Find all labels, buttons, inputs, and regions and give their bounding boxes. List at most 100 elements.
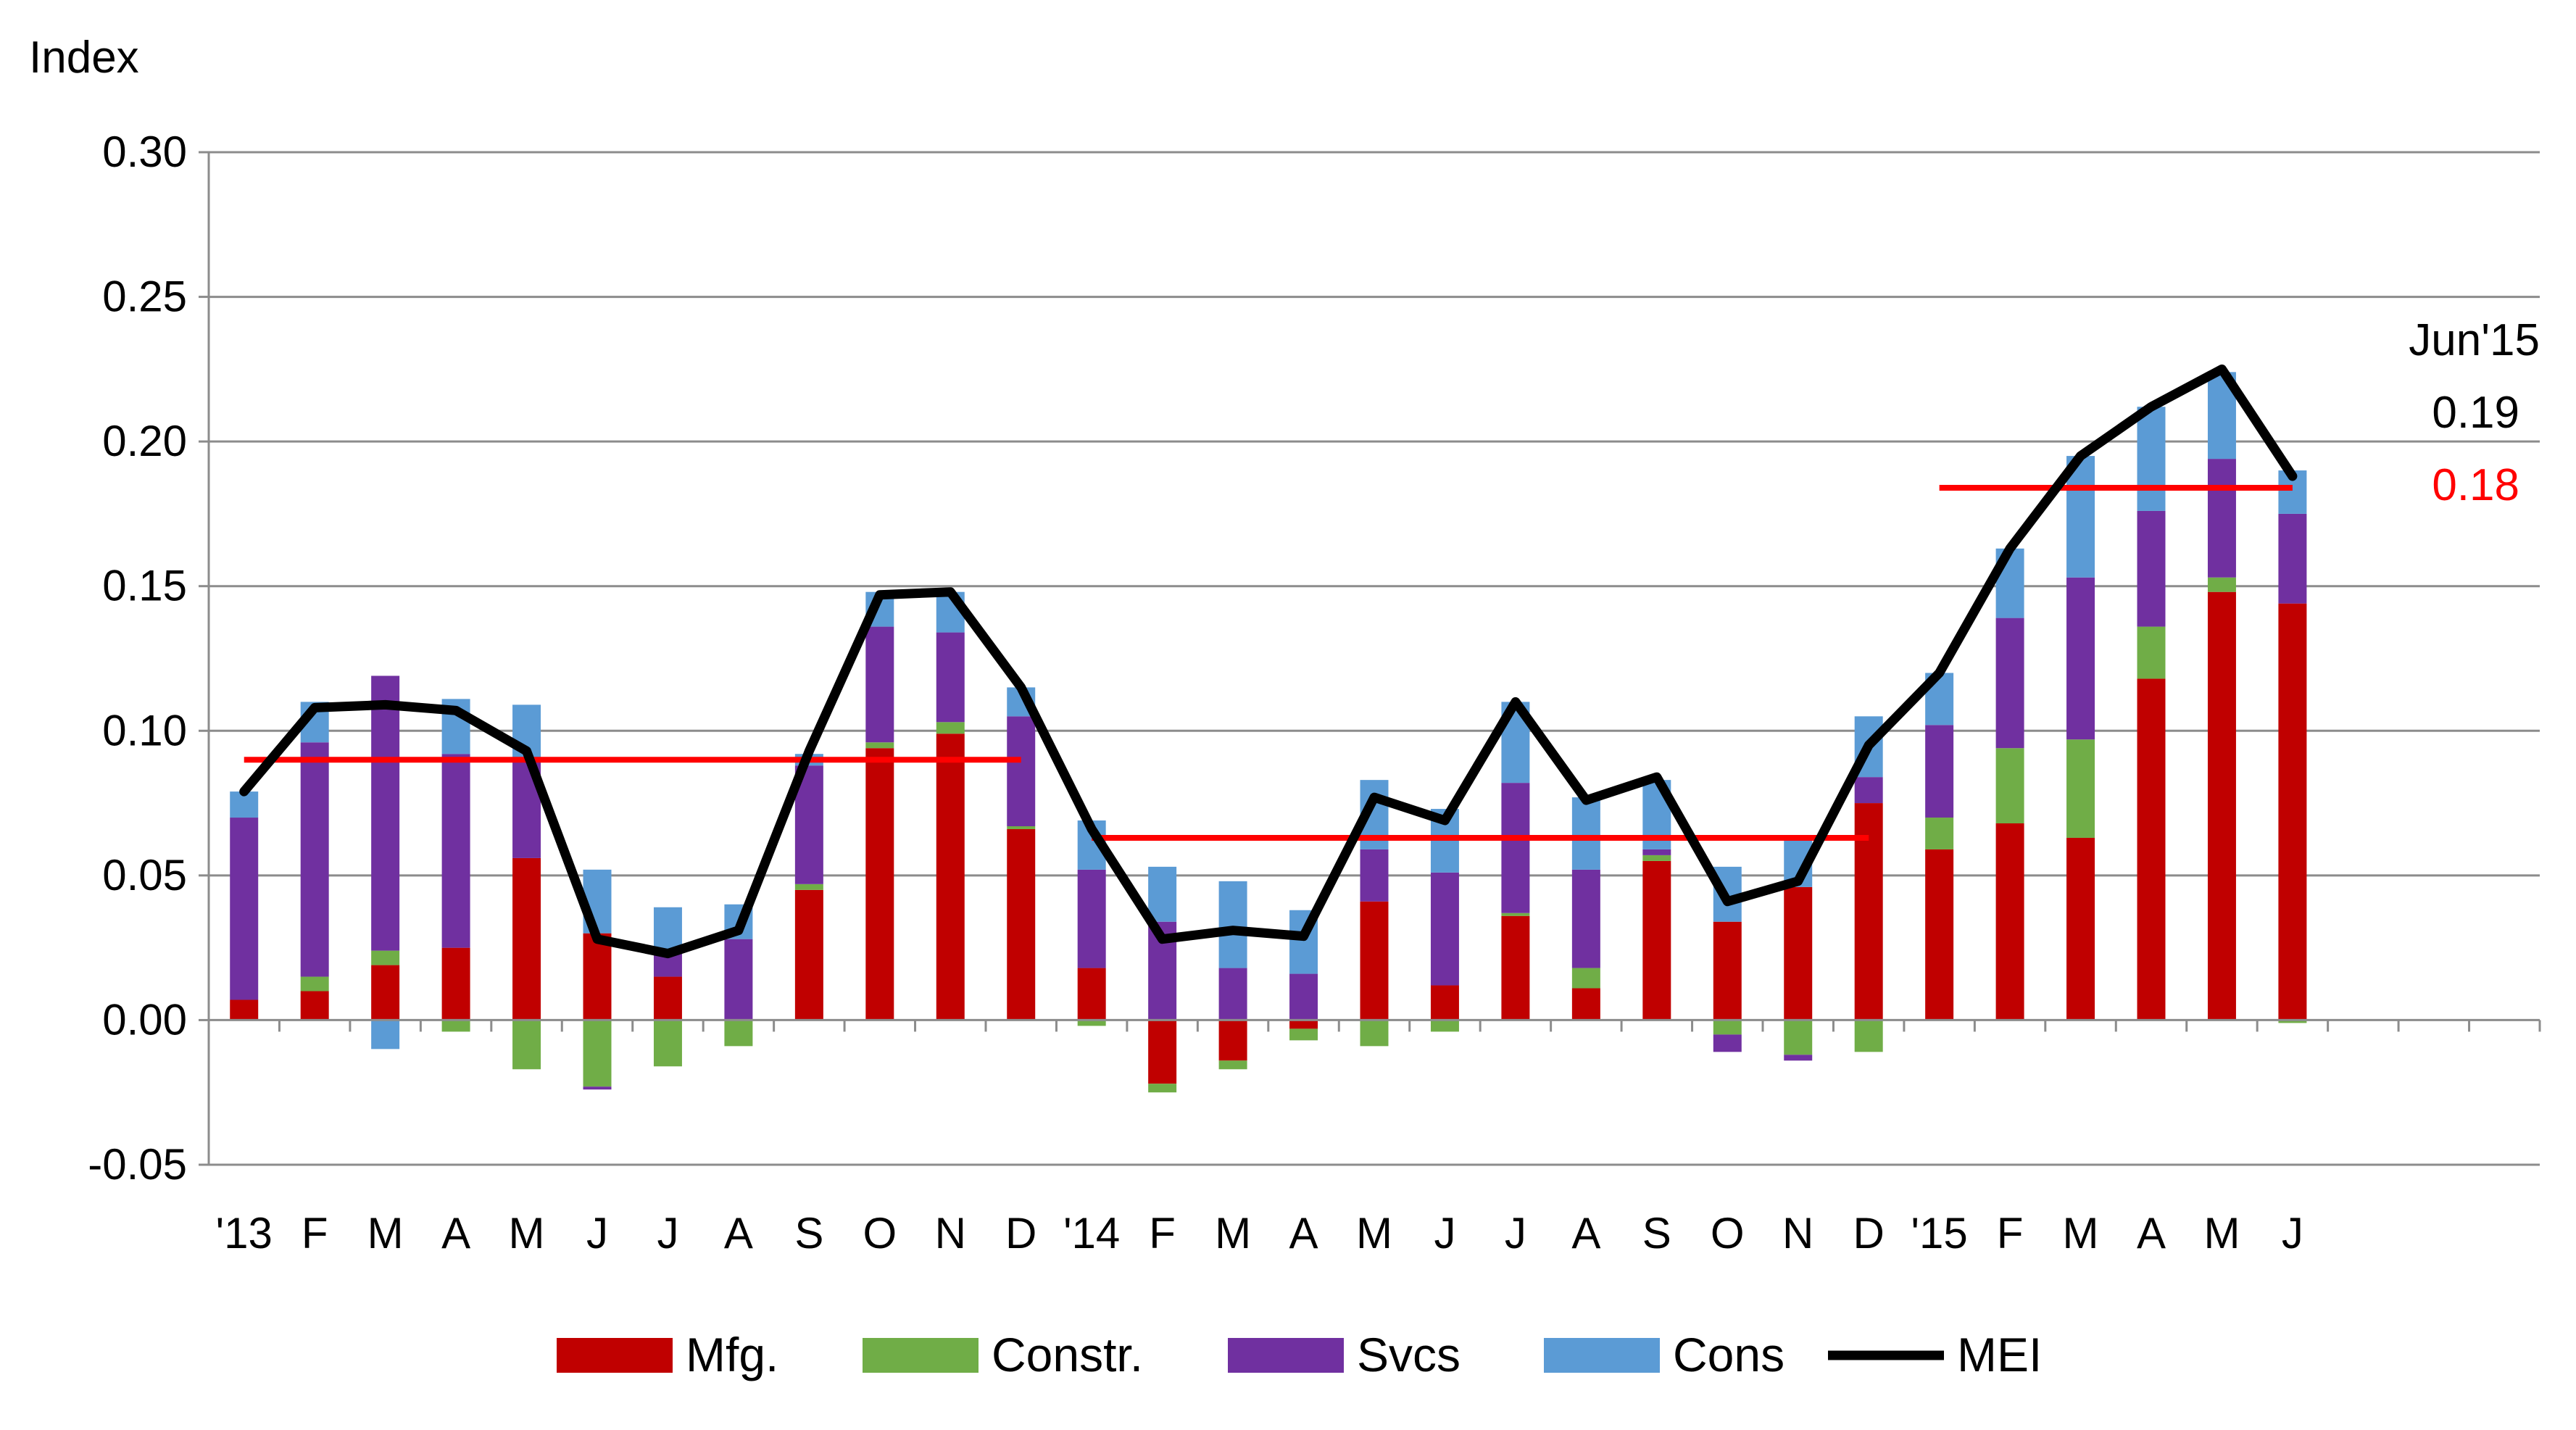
bar-constr-24 bbox=[1925, 818, 1954, 849]
legend: Mfg. Constr. Svcs Cons MEI bbox=[557, 1328, 2042, 1381]
bar-svcs-2 bbox=[371, 675, 400, 951]
bar-svcs-5 bbox=[583, 1086, 612, 1090]
x-tick-label-27: A bbox=[2137, 1209, 2166, 1258]
bar-constr-9 bbox=[865, 742, 894, 749]
x-tick-label-17: J bbox=[1434, 1209, 1455, 1258]
bar-mfg-28 bbox=[2207, 591, 2236, 1020]
x-tick-label-2: M bbox=[367, 1209, 404, 1258]
axes bbox=[207, 152, 2541, 1165]
y-tick-label: -0.05 bbox=[88, 1140, 187, 1189]
x-tick-label-7: A bbox=[724, 1209, 753, 1258]
bar-svcs-28 bbox=[2207, 459, 2236, 578]
bar-svcs-15 bbox=[1289, 973, 1318, 1020]
bar-svcs-3 bbox=[441, 754, 470, 948]
x-tick-label-0: '13 bbox=[216, 1209, 273, 1258]
bar-constr-11 bbox=[1007, 826, 1036, 829]
bar-svcs-14 bbox=[1218, 968, 1247, 1020]
legend-swatch-svcs bbox=[1228, 1338, 1344, 1373]
legend-label-mei: MEI bbox=[1957, 1328, 2042, 1381]
y-tick-label: 0.05 bbox=[102, 851, 187, 899]
bar-constr-2 bbox=[371, 950, 400, 965]
bar-mfg-10 bbox=[936, 733, 965, 1020]
bar-mfg-22 bbox=[1784, 886, 1813, 1020]
bar-cons-19 bbox=[1571, 797, 1600, 870]
x-tick-label-1: F bbox=[302, 1209, 328, 1258]
bar-mfg-5 bbox=[583, 933, 612, 1020]
bar-mfg-14 bbox=[1218, 1020, 1247, 1061]
y-tick-labels: -0.05 0.00 0.05 0.10 0.15 0.20 0.25 0.30 bbox=[88, 128, 187, 1189]
x-tick-label-16: M bbox=[1356, 1209, 1392, 1258]
bar-mfg-9 bbox=[865, 748, 894, 1020]
x-tick-label-20: S bbox=[1642, 1209, 1671, 1258]
bar-mfg-26 bbox=[2066, 837, 2095, 1020]
y-tick-label: 0.30 bbox=[102, 128, 187, 176]
bar-constr-28 bbox=[2207, 577, 2236, 592]
bar-constr-1 bbox=[300, 976, 329, 992]
average-lines bbox=[244, 485, 2293, 841]
bar-svcs-25 bbox=[1995, 618, 2024, 749]
x-tick-label-4: M bbox=[509, 1209, 545, 1258]
bar-mfg-17 bbox=[1430, 985, 1459, 1020]
bar-svcs-29 bbox=[2278, 513, 2307, 604]
bar-svcs-22 bbox=[1784, 1055, 1813, 1061]
bar-svcs-19 bbox=[1571, 869, 1600, 968]
x-tick-label-29: J bbox=[2282, 1209, 2303, 1258]
bar-constr-3 bbox=[441, 1020, 470, 1032]
bar-mfg-6 bbox=[653, 976, 682, 1020]
bar-svcs-7 bbox=[724, 939, 753, 1020]
bar-svcs-10 bbox=[936, 632, 965, 723]
bar-mfg-21 bbox=[1713, 921, 1742, 1020]
x-tick-label-13: F bbox=[1149, 1209, 1176, 1258]
bar-constr-7 bbox=[724, 1020, 753, 1047]
bar-constr-5 bbox=[583, 1020, 612, 1087]
x-tick-label-9: O bbox=[863, 1209, 897, 1258]
x-tick-label-5: J bbox=[586, 1209, 608, 1258]
annotations: Jun'15 0.19 0.18 bbox=[2409, 315, 2540, 510]
x-tick-label-23: D bbox=[1853, 1209, 1885, 1258]
bar-mfg-4 bbox=[512, 857, 541, 1020]
bar-constr-27 bbox=[2137, 626, 2166, 679]
bar-constr-14 bbox=[1218, 1060, 1247, 1070]
bar-mfg-25 bbox=[1995, 823, 2024, 1020]
bar-mfg-0 bbox=[230, 999, 259, 1020]
bar-mfg-18 bbox=[1501, 915, 1530, 1020]
x-tick-labels: '13 F M A M J J A S O N D '14 F M A M J J A S O N D '15 F M A M J bbox=[216, 1209, 2303, 1258]
x-tick-label-24: '15 bbox=[1911, 1209, 1968, 1258]
bar-svcs-26 bbox=[2066, 577, 2095, 740]
legend-swatch-cons bbox=[1544, 1338, 1660, 1373]
bar-series bbox=[230, 372, 2307, 1093]
x-tick-label-22: N bbox=[1782, 1209, 1813, 1258]
bar-cons-6 bbox=[653, 907, 682, 951]
y-tick-label: 0.00 bbox=[102, 995, 187, 1044]
bar-mfg-12 bbox=[1077, 968, 1106, 1020]
bar-svcs-24 bbox=[1925, 725, 1954, 818]
bar-cons-13 bbox=[1148, 866, 1177, 922]
y-axis-title: Index bbox=[29, 33, 139, 83]
legend-label-svcs: Svcs bbox=[1357, 1328, 1461, 1381]
bar-mfg-2 bbox=[371, 965, 400, 1020]
bar-mfg-27 bbox=[2137, 678, 2166, 1020]
x-tick-label-18: J bbox=[1505, 1209, 1526, 1258]
x-tick-label-10: N bbox=[935, 1209, 966, 1258]
bar-mfg-20 bbox=[1642, 860, 1671, 1020]
bar-constr-16 bbox=[1360, 1020, 1389, 1047]
bar-constr-10 bbox=[936, 722, 965, 734]
bar-svcs-17 bbox=[1430, 872, 1459, 986]
bar-cons-26 bbox=[2066, 456, 2095, 578]
bar-svcs-20 bbox=[1642, 849, 1671, 855]
annotation-average-value: 0.18 bbox=[2432, 460, 2519, 510]
bar-svcs-27 bbox=[2137, 510, 2166, 627]
y-tick-label: 0.25 bbox=[102, 273, 187, 321]
bar-mfg-3 bbox=[441, 947, 470, 1020]
x-tick-label-21: O bbox=[1711, 1209, 1745, 1258]
bar-svcs-0 bbox=[230, 818, 259, 1000]
x-tick-label-19: A bbox=[1571, 1209, 1600, 1258]
bar-constr-26 bbox=[2066, 739, 2095, 838]
bar-mfg-1 bbox=[300, 991, 329, 1020]
bar-svcs-16 bbox=[1360, 849, 1389, 902]
x-tick-label-26: M bbox=[2063, 1209, 2099, 1258]
bar-constr-29 bbox=[2278, 1020, 2307, 1023]
bar-cons-14 bbox=[1218, 881, 1247, 968]
bar-svcs-11 bbox=[1007, 716, 1036, 827]
